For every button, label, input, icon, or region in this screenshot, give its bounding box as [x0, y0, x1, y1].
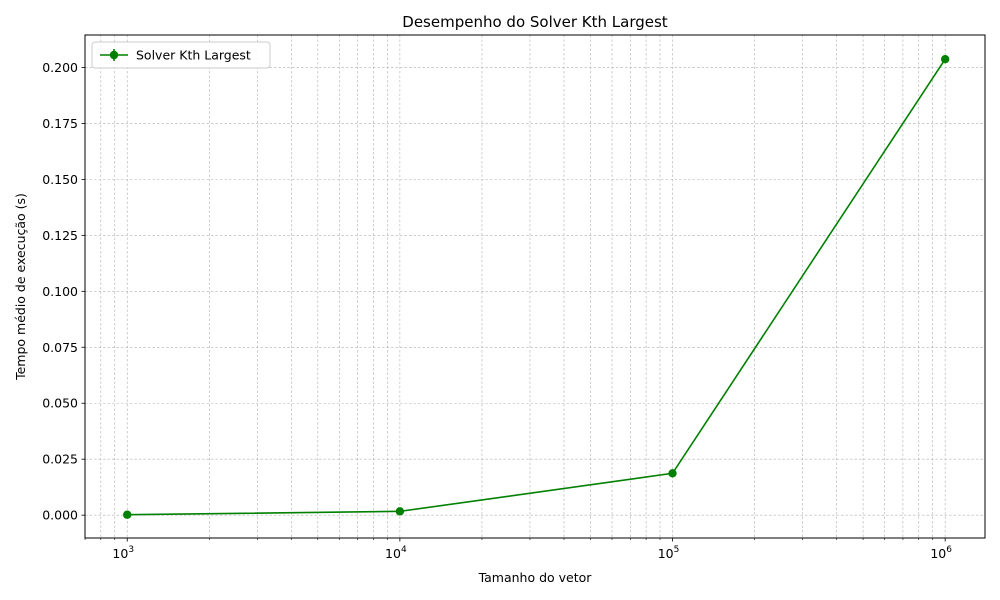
series-layer	[123, 54, 950, 519]
y-tick-label: 0.075	[42, 340, 78, 355]
y-tick-label: 0.100	[42, 284, 78, 299]
data-point	[123, 510, 132, 519]
data-point	[940, 54, 950, 64]
legend-marker	[109, 50, 119, 60]
y-tick-label: 0.050	[42, 396, 78, 411]
y-tick-label: 0.200	[42, 60, 78, 75]
x-axis-label: Tamanho do vetor	[478, 570, 593, 585]
y-tick-label: 0.025	[42, 452, 78, 467]
data-point	[395, 507, 405, 516]
chart-title: Desempenho do Solver Kth Largest	[402, 13, 668, 31]
axes: 103 104 105 106 0.000 0.025 0.050 0.075 0.100 0.1…	[42, 60, 952, 561]
legend-label: Solver Kth Largest	[136, 48, 251, 63]
y-axis-label: Tempo médio de execução (s)	[13, 193, 28, 381]
legend-box	[91, 41, 271, 69]
grid-lines	[84, 35, 985, 538]
legend: Solver Kth Largest	[91, 41, 271, 69]
x-tick-label: 104	[385, 545, 407, 561]
data-point	[668, 469, 677, 478]
plot-frame	[84, 34, 986, 539]
y-tick-label: 0.000	[42, 508, 78, 523]
y-tick-label: 0.175	[42, 116, 78, 131]
y-tick-label: 0.125	[42, 228, 78, 243]
x-tick-label: 103	[112, 545, 134, 561]
y-tick-label: 0.150	[42, 172, 78, 187]
series-line	[127, 58, 946, 516]
x-tick-label: 106	[930, 545, 952, 561]
x-tick-label: 105	[658, 545, 680, 561]
